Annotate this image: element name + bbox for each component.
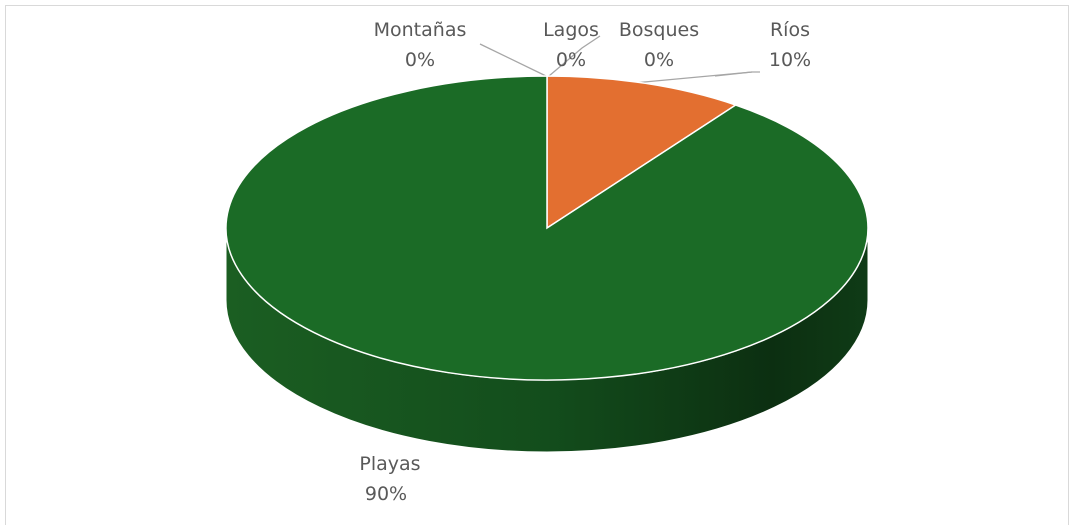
label-playas-name: Playas [359,453,420,475]
label-bosques-pct: 0% [644,49,674,71]
label-montanas-pct: 0% [405,49,435,71]
label-montanas-name: Montañas [374,19,467,41]
label-lagos-pct: 0% [556,49,586,71]
slice-rios [546,75,738,230]
leader-line [714,71,753,77]
leader-line [479,43,547,77]
label-playas-pct: 90% [365,483,407,505]
leader-line [548,35,601,77]
label-rios-pct: 10% [769,49,811,71]
slice-playas [225,75,869,381]
label-bosques-name: Bosques [619,19,699,41]
label-lagos-name: Lagos [543,19,599,41]
leader-lines [479,35,760,84]
label-rios-name: Ríos [770,19,810,41]
pie-chart: Montañas 0% Lagos 0% Bosques 0% Ríos 10%… [225,19,869,505]
